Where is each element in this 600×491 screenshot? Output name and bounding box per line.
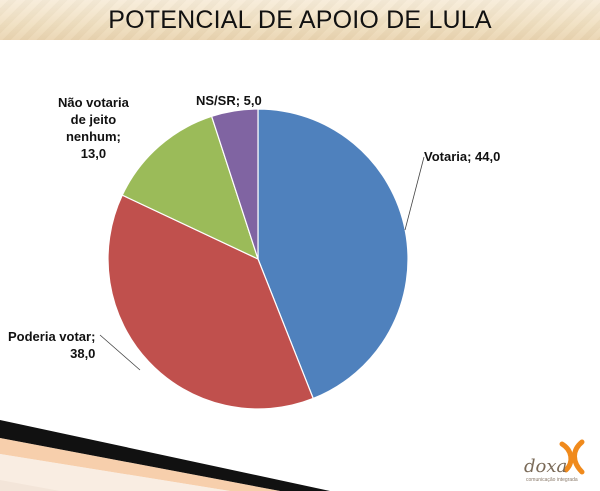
pie-label-line: Votaria; 44,0 bbox=[424, 149, 501, 164]
slide-title: POTENCIAL DE APOIO DE LULA bbox=[108, 6, 492, 34]
pie-label-line: 13,0 bbox=[80, 146, 107, 161]
logo-word: doxa bbox=[524, 456, 568, 477]
title-band bbox=[0, 0, 600, 40]
pie-label-line: NS/SR; 5,0 bbox=[196, 93, 262, 108]
pie-label-1: Poderia votar; 38,0 bbox=[8, 328, 95, 362]
pie-slice-2 bbox=[121, 115, 259, 261]
pie-label-line: nenhum; bbox=[65, 129, 121, 144]
leader-line-1 bbox=[99, 334, 141, 371]
pie-label-0: Votaria; 44,0 bbox=[424, 148, 500, 165]
pie-label-line: 38,0 bbox=[70, 346, 96, 361]
logo-tagline: comunicação integrada bbox=[526, 477, 578, 483]
pie-label-3: NS/SR; 5,0 bbox=[196, 92, 262, 109]
pie-label-line: Poderia votar; bbox=[8, 329, 96, 344]
pie-slice-3 bbox=[210, 108, 259, 260]
pie-label-line: Não votaria bbox=[58, 95, 129, 110]
pie-slice-0 bbox=[257, 108, 409, 400]
pie-slice-1 bbox=[107, 194, 314, 410]
leader-line-0 bbox=[404, 156, 425, 231]
footer-swoosh bbox=[0, 420, 330, 491]
pie-label-2: Não votaria de jeito nenhum; 13,0 bbox=[58, 94, 129, 162]
pie-label-line: de jeito bbox=[70, 112, 117, 127]
doxa-logo: doxa comunicação integrada bbox=[522, 436, 592, 486]
